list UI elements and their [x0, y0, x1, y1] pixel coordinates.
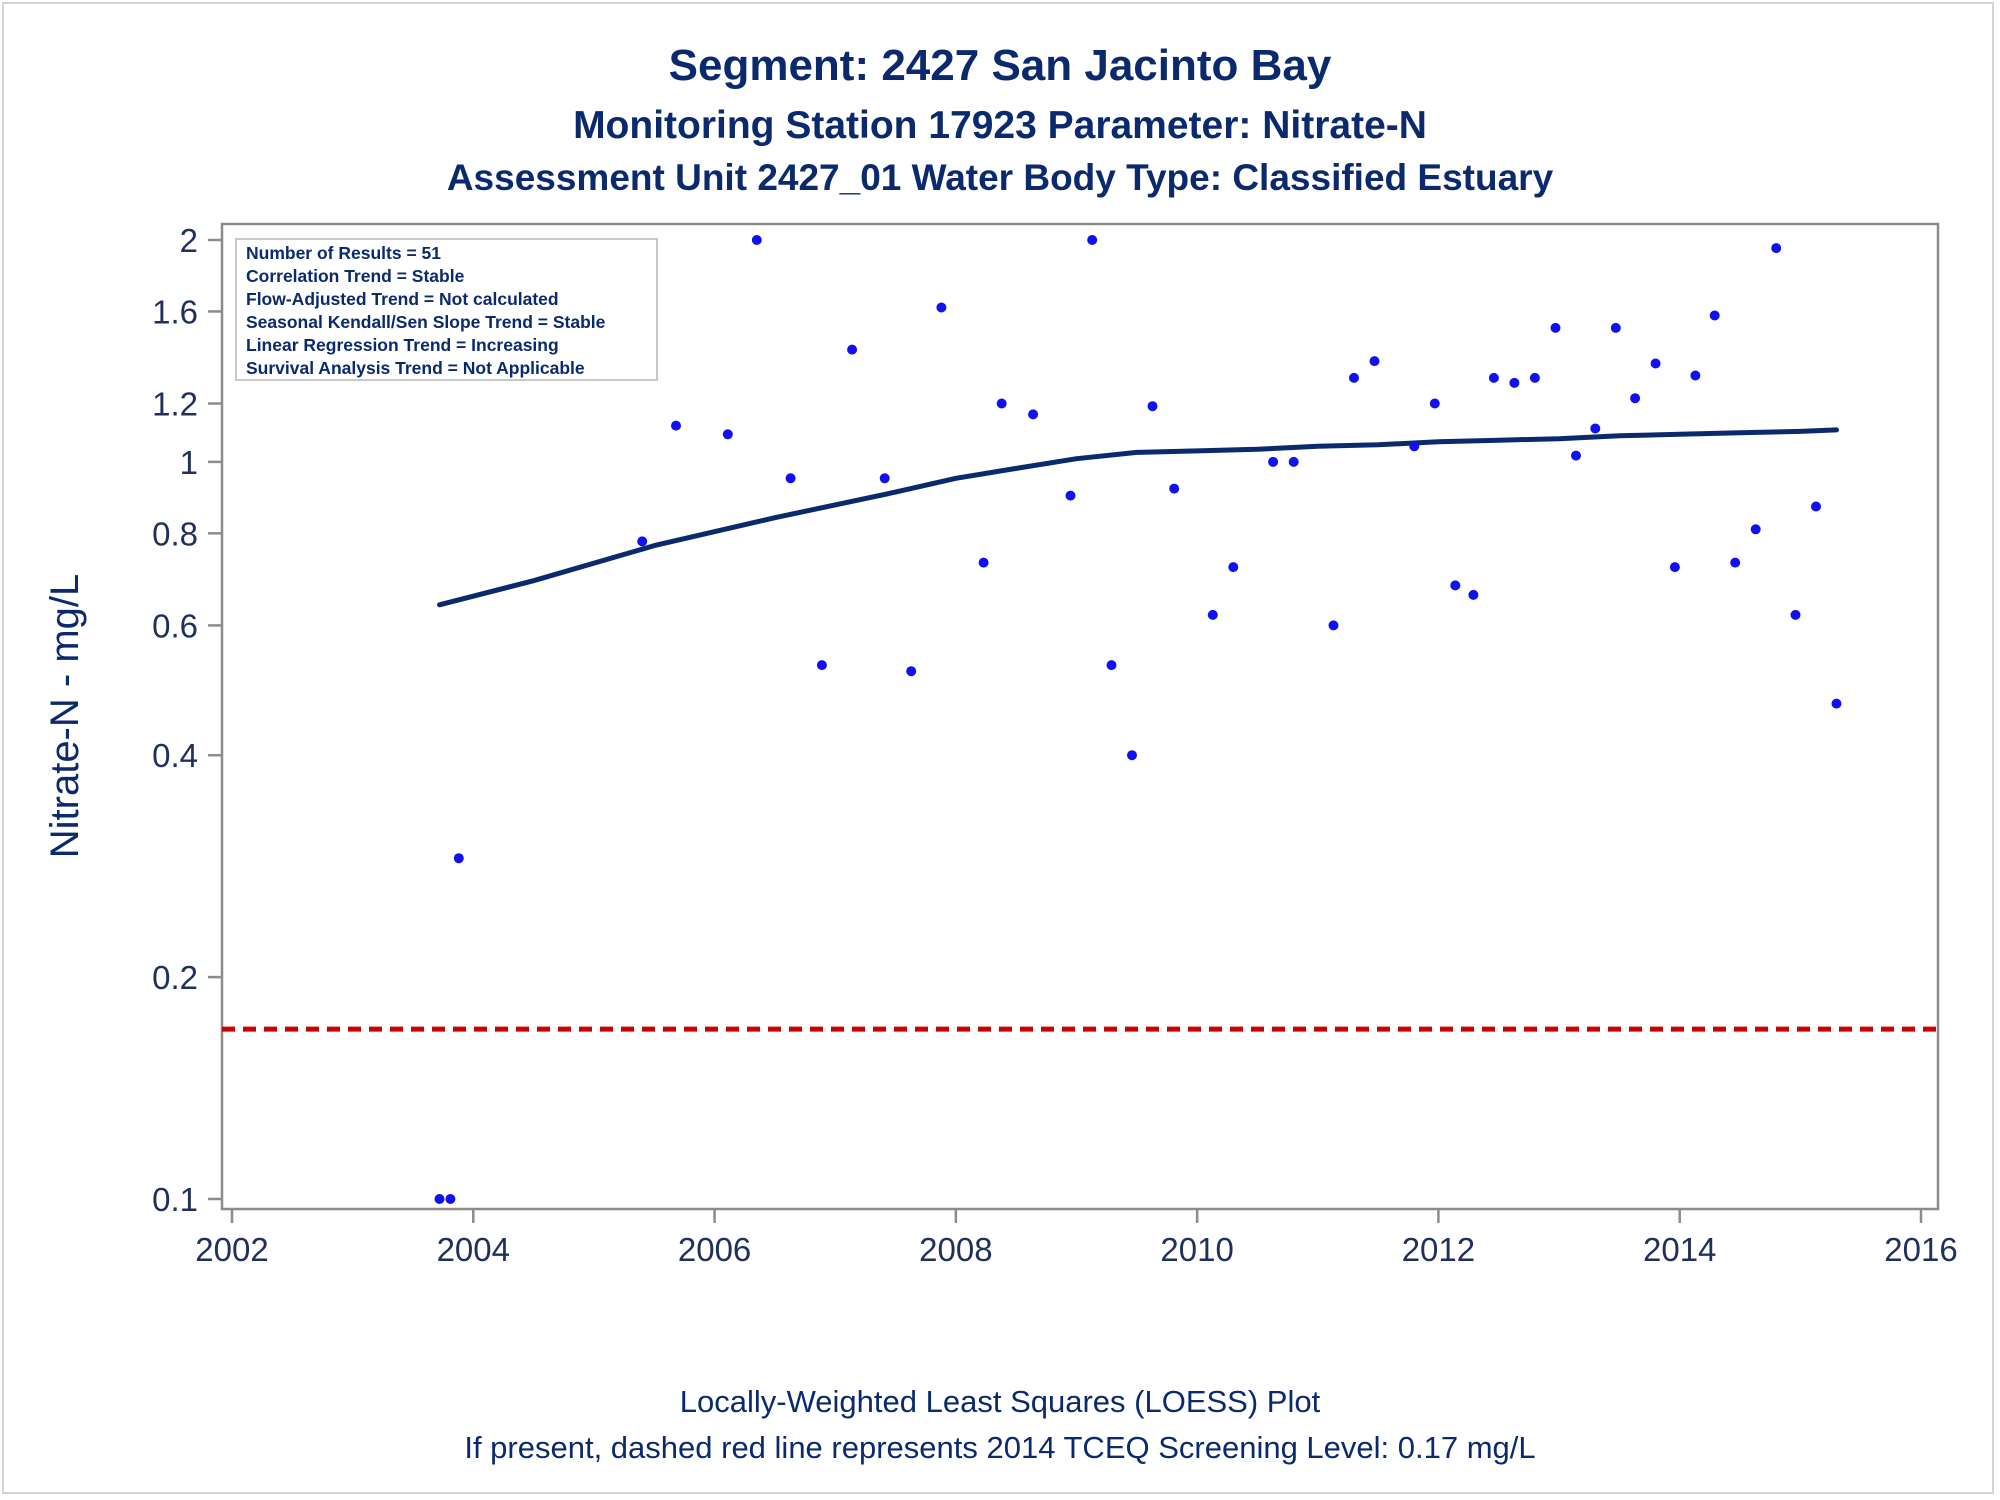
- data-point: [671, 420, 681, 431]
- data-point: [445, 1194, 456, 1204]
- data-point: [1228, 562, 1239, 573]
- data-point: [1207, 609, 1218, 620]
- data-point: [1669, 562, 1680, 573]
- data-point: [1488, 372, 1499, 383]
- data-point: [1369, 356, 1380, 367]
- x-tick-label: 2006: [678, 1231, 751, 1268]
- data-point: [1288, 456, 1299, 467]
- data-point: [751, 235, 762, 245]
- data-point: [1790, 609, 1801, 620]
- stat-seasonal-kendall-trend: Seasonal Kendall/Sen Slope Trend = Stabl…: [246, 312, 606, 332]
- data-point: [1690, 370, 1701, 381]
- y-tick-label: 0.6: [152, 607, 198, 644]
- x-tick-label: 2004: [437, 1231, 510, 1268]
- footnote-screening-level: If present, dashed red line represents 2…: [464, 1430, 1535, 1465]
- stat-survival-analysis-trend: Survival Analysis Trend = Not Applicable: [246, 358, 585, 378]
- data-points: [434, 235, 1842, 1204]
- data-point: [1650, 358, 1661, 369]
- stat-linear-regression-trend: Linear Regression Trend = Increasing: [246, 335, 559, 355]
- y-tick-label: 2: [180, 222, 198, 259]
- stat-number-of-results: Number of Results = 51: [246, 243, 441, 263]
- x-tick-label: 2002: [195, 1231, 268, 1268]
- x-axis: 2002 2004 2006 2008 2010 2012 2014 2016: [195, 1209, 1958, 1268]
- chart-title: Segment: 2427 San Jacinto Bay: [669, 41, 1332, 90]
- data-point: [816, 660, 827, 671]
- data-point: [1268, 456, 1279, 467]
- data-point: [1831, 698, 1842, 709]
- data-point: [637, 536, 648, 547]
- data-point: [879, 473, 890, 484]
- data-point: [1450, 580, 1461, 591]
- plot-area: [220, 222, 1940, 1211]
- data-point: [847, 344, 858, 355]
- data-point: [1127, 750, 1137, 761]
- data-point: [1106, 660, 1117, 671]
- data-point: [1730, 557, 1741, 568]
- stats-box-border: [235, 238, 658, 381]
- data-point: [1550, 322, 1561, 333]
- data-point: [978, 557, 989, 568]
- data-point: [453, 853, 464, 864]
- data-point: [1811, 501, 1821, 512]
- loess-trend-line: [437, 427, 1839, 608]
- data-point: [1610, 322, 1621, 333]
- data-point: [1087, 235, 1098, 245]
- x-tick-label: 2014: [1643, 1231, 1716, 1268]
- data-point: [1590, 423, 1601, 434]
- x-tick-label: 2012: [1402, 1231, 1475, 1268]
- data-point: [1028, 409, 1039, 420]
- stats-box: Number of Results = 51 Correlation Trend…: [235, 238, 658, 381]
- data-point: [434, 1194, 445, 1204]
- data-point: [1409, 441, 1420, 452]
- data-point: [1630, 393, 1641, 404]
- y-tick-label: 0.8: [152, 515, 198, 552]
- data-point: [936, 302, 947, 313]
- x-tick-label: 2010: [1160, 1231, 1233, 1268]
- y-tick-label: 1: [180, 444, 198, 481]
- data-point: [1771, 243, 1782, 254]
- footnote-loess: Locally-Weighted Least Squares (LOESS) P…: [680, 1384, 1321, 1419]
- chart-subtitle-2: Assessment Unit 2427_01 Water Body Type:…: [447, 157, 1554, 198]
- y-tick-label: 0.1: [152, 1181, 198, 1218]
- y-tick-label: 1.6: [152, 293, 198, 330]
- y-axis: 0.1 0.2 0.4 0.6 0.8 1 1.2 1.6 2: [152, 222, 222, 1218]
- x-tick-label: 2016: [1884, 1231, 1957, 1268]
- stat-flow-adjusted-trend: Flow-Adjusted Trend = Not calculated: [246, 289, 559, 309]
- stat-correlation-trend: Correlation Trend = Stable: [246, 266, 465, 286]
- data-point: [1529, 372, 1540, 383]
- data-point: [785, 473, 796, 484]
- data-point: [1065, 490, 1076, 501]
- y-tick-label: 0.2: [152, 959, 198, 996]
- chart-subtitle: Monitoring Station 17923 Parameter: Nitr…: [573, 104, 1427, 147]
- data-point: [996, 398, 1007, 409]
- data-point: [1328, 620, 1339, 631]
- data-point: [1147, 401, 1158, 412]
- y-tick-label: 0.4: [152, 737, 198, 774]
- data-point: [1509, 377, 1520, 388]
- data-point: [1571, 450, 1581, 461]
- x-tick-label: 2008: [919, 1231, 992, 1268]
- data-point: [1468, 589, 1479, 600]
- y-axis-label: Nitrate-N - mg/L: [43, 574, 87, 859]
- data-point: [722, 429, 733, 440]
- data-point: [1349, 372, 1359, 383]
- data-point: [1169, 483, 1180, 494]
- data-point: [1429, 398, 1440, 409]
- data-point: [1750, 524, 1761, 535]
- data-point: [1709, 310, 1720, 321]
- data-point: [906, 666, 917, 677]
- y-tick-label: 1.2: [152, 386, 198, 423]
